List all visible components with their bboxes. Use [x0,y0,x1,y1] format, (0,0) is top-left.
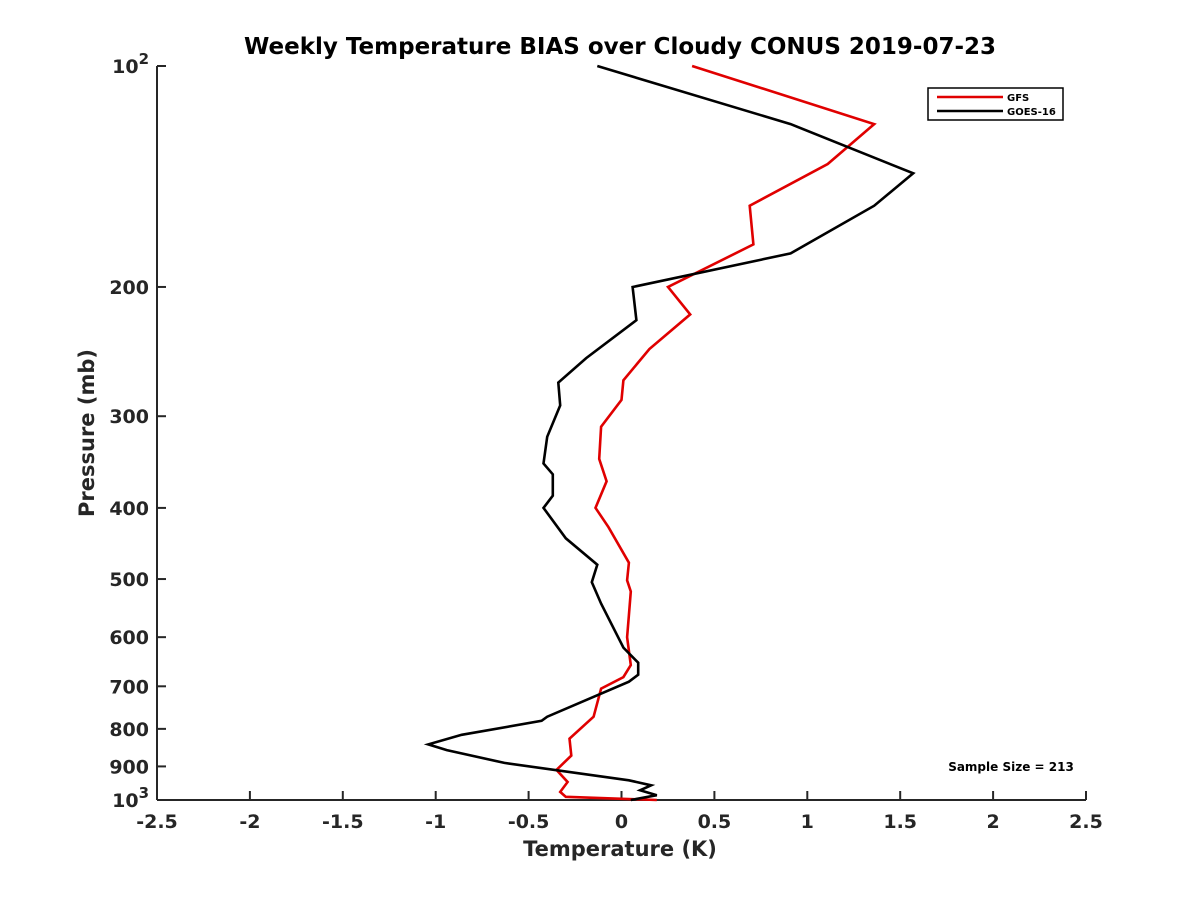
x-tick-label: -1.5 [322,811,364,833]
legend: GFS GOES-16 [927,87,1064,121]
y-tick-label: 500 [109,569,149,591]
chart-title: Weekly Temperature BIAS over Cloudy CONU… [244,34,996,60]
legend-box [927,87,1064,121]
y-tick-label: 700 [109,676,149,698]
x-axis-label: Temperature (K) [523,837,717,861]
legend-label-gfs: GFS [1007,93,1029,104]
y-tick-label: 600 [109,627,149,649]
y-tick-label: 102 [112,50,149,78]
series-line-gfs [554,64,877,802]
y-tick-label: 900 [109,756,149,778]
y-tick-label: 103 [112,784,149,812]
y-axis-label: Pressure (mb) [75,349,99,517]
x-tick-label: -1 [425,811,446,833]
series-layer [423,64,916,802]
y-tick-label: 200 [109,277,149,299]
x-tick-label: 0 [615,811,628,833]
x-tick-label: 0.5 [698,811,732,833]
x-axis-ticks: -2.5 -2 -1.5 -1 -0.5 0 0.5 1 1.5 2 2.5 [136,791,1103,833]
y-tick-label: 400 [109,498,149,520]
x-tick-label: -2.5 [136,811,178,833]
x-tick-label: 1 [801,811,814,833]
legend-label-goes16: GOES-16 [1007,107,1056,118]
series-line-goes16 [423,64,916,802]
x-tick-label: -2 [239,811,260,833]
y-axis-ticks: 102 200 300 400 500 600 700 800 900 103 [109,50,166,812]
y-tick-label: 800 [109,719,149,741]
x-tick-label: 1.5 [883,811,917,833]
y-tick-label: 300 [109,406,149,428]
x-tick-label: 2 [986,811,999,833]
x-tick-label: -0.5 [508,811,550,833]
sample-size-annotation: Sample Size = 213 [948,760,1074,774]
x-tick-label: 2.5 [1069,811,1103,833]
